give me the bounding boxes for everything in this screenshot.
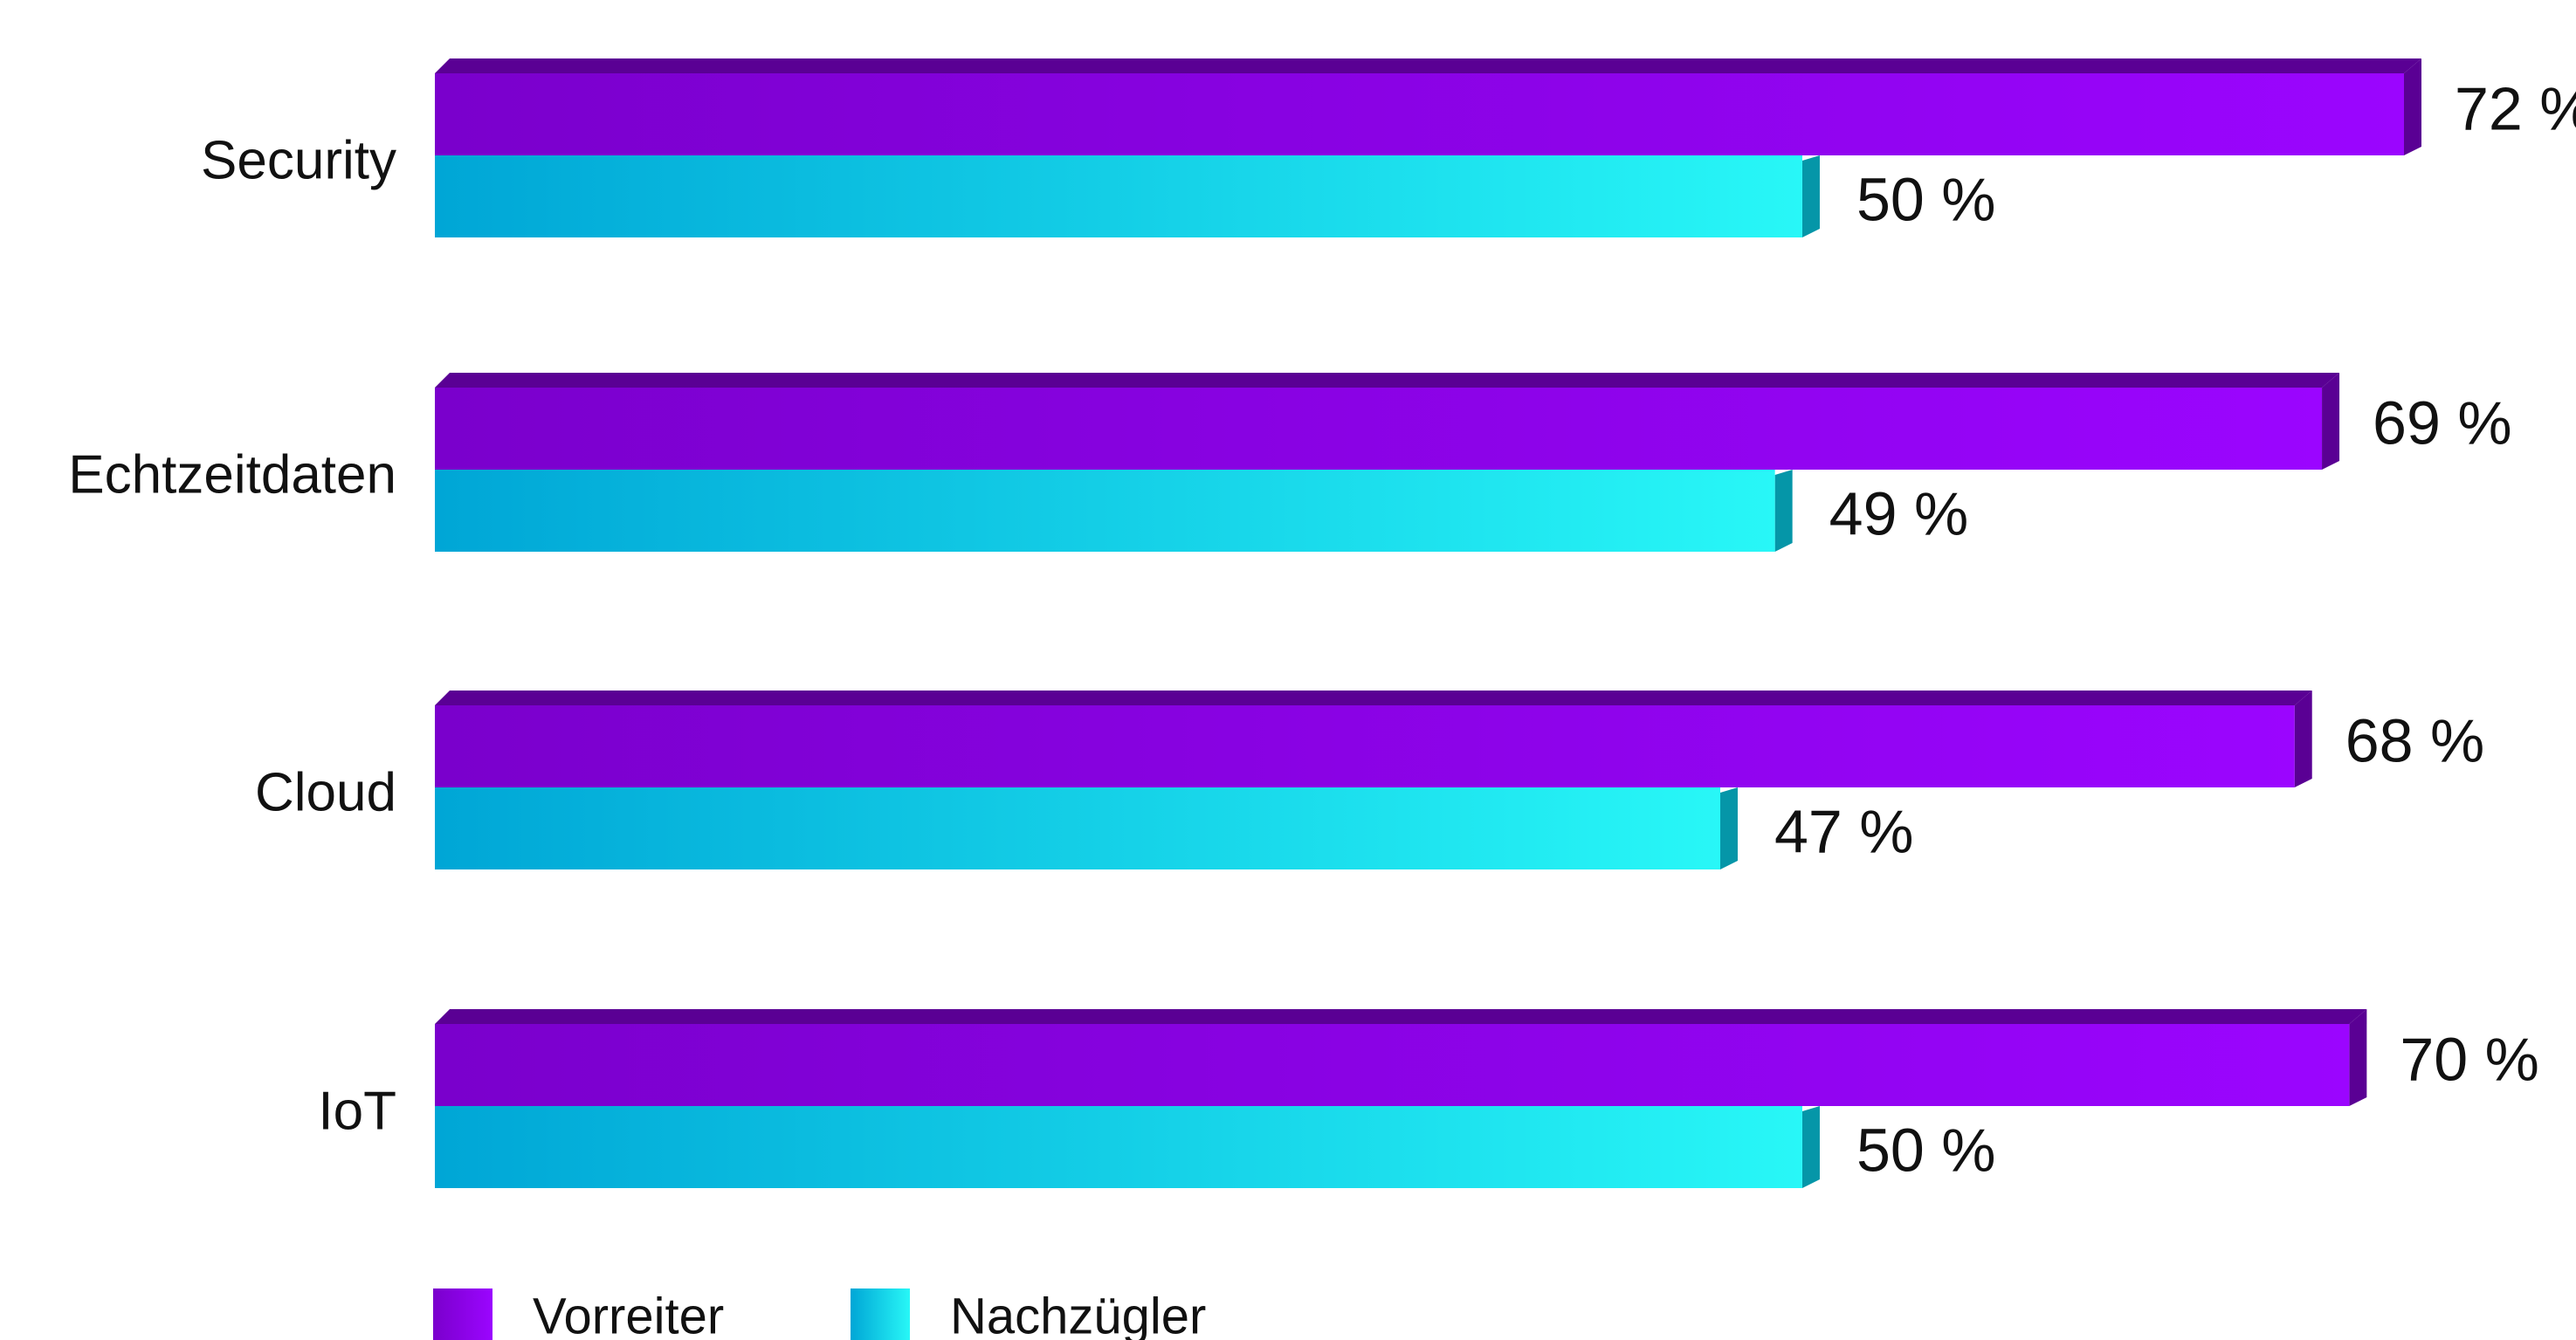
- bar-top-face: [435, 58, 2421, 73]
- bar-nachzugler-cloud: [435, 787, 1739, 869]
- bar-side-face: [2349, 1009, 2367, 1106]
- bar-side-face: [2404, 58, 2421, 155]
- bar-side-face: [1720, 787, 1739, 869]
- bar-nachzugler-echtzeitdaten: [435, 470, 1793, 552]
- bar-front-face: [435, 388, 2323, 470]
- bar-nachzugler-iot: [435, 1106, 1820, 1188]
- value-label-nachzugler-security: 50 %: [1856, 165, 1996, 233]
- bar-side-face: [1801, 1106, 1820, 1188]
- category-label-echtzeitdaten: Echtzeitdaten: [68, 444, 396, 505]
- bar-vorreiter-security: [435, 58, 2421, 155]
- legend-item-vorreiter: Vorreiter: [433, 1288, 724, 1340]
- value-label-nachzugler-cloud: 47 %: [1774, 797, 1914, 865]
- bar-front-face: [435, 705, 2295, 787]
- value-label-vorreiter-cloud: 68 %: [2345, 706, 2485, 774]
- bar-front-face: [435, 73, 2404, 155]
- bar-vorreiter-cloud: [435, 691, 2312, 787]
- legend-item-nachzugler: Nachzügler: [851, 1288, 1206, 1340]
- bar-side-face: [1774, 470, 1793, 552]
- bar-vorreiter-iot: [435, 1009, 2367, 1106]
- category-label-cloud: Cloud: [255, 762, 396, 822]
- bar-top-face: [435, 691, 2312, 705]
- legend-swatch: [851, 1288, 910, 1340]
- value-label-vorreiter-iot: 70 %: [2400, 1025, 2539, 1093]
- bar-vorreiter-echtzeitdaten: [435, 373, 2340, 470]
- category-label-iot: IoT: [318, 1081, 396, 1141]
- bar-side-face: [2322, 373, 2340, 470]
- bar-top-face: [435, 373, 2340, 388]
- bar-front-face: [435, 787, 1721, 869]
- legend-label: Vorreiter: [533, 1288, 724, 1340]
- value-label-nachzugler-iot: 50 %: [1856, 1116, 1996, 1184]
- category-label-security: Security: [201, 130, 396, 190]
- bar-front-face: [435, 470, 1775, 552]
- bar-front-face: [435, 155, 1802, 237]
- bars-layer: [435, 58, 2421, 1188]
- legend-label: Nachzügler: [950, 1288, 1206, 1340]
- legend: Vorreiter Nachzügler: [433, 1288, 1206, 1340]
- legend-swatch: [433, 1288, 492, 1340]
- bar-nachzugler-security: [435, 155, 1820, 237]
- bar-front-face: [435, 1024, 2350, 1106]
- bar-top-face: [435, 1009, 2367, 1024]
- labels-layer: Security 72 % 50 % Echtzeitdaten 69 % 49 % Clo…: [68, 74, 2576, 1184]
- bar-front-face: [435, 1106, 1802, 1188]
- bar-side-face: [1801, 155, 1820, 237]
- bar-side-face: [2294, 691, 2312, 787]
- value-label-vorreiter-security: 72 %: [2455, 74, 2576, 142]
- value-label-nachzugler-echtzeitdaten: 49 %: [1829, 479, 1969, 547]
- value-label-vorreiter-echtzeitdaten: 69 %: [2373, 388, 2512, 457]
